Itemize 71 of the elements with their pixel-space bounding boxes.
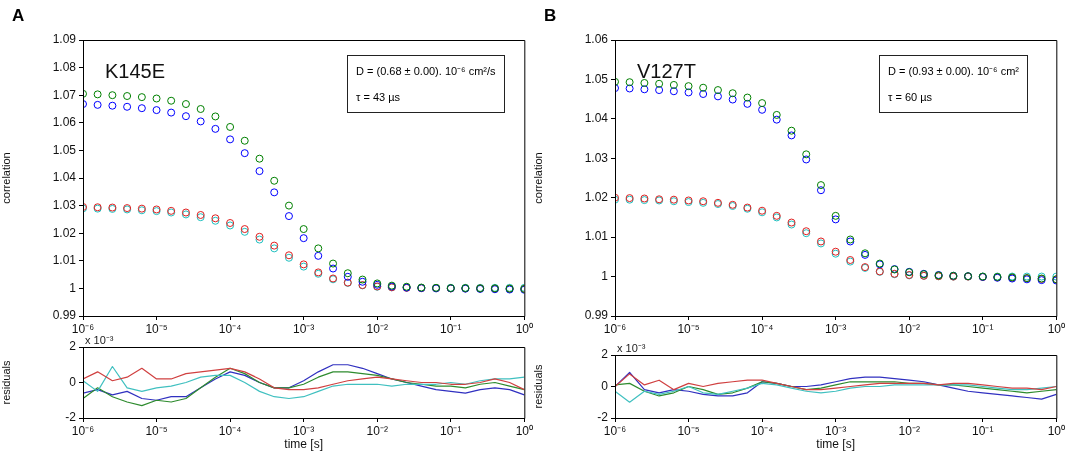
text-frame: D = (0.93 ± 0.00). 10⁻⁶ cm² τ = 60 µs bbox=[879, 55, 1029, 113]
y-tick-label: 1.02 bbox=[584, 190, 609, 205]
x-tick-label: 10⁻⁵ bbox=[677, 423, 700, 438]
y-tick-label: 1.05 bbox=[584, 71, 609, 86]
annotation: D = (0.68 ± 0.00). 10⁻⁶ cm²/s bbox=[356, 64, 496, 78]
y-tick-label: 0.99 bbox=[584, 308, 609, 323]
y-tick-label: 1 bbox=[69, 280, 77, 295]
y-tick-label: 1.05 bbox=[52, 142, 77, 157]
text: B bbox=[544, 6, 557, 26]
y-tick-label: 1.01 bbox=[52, 253, 77, 268]
x-tick-label: 10⁻⁵ bbox=[145, 321, 168, 336]
x-tick-label: 10⁻⁶ bbox=[71, 423, 95, 438]
x-tick-label: 10⁻⁶ bbox=[603, 423, 627, 438]
y-tick-label: 2 bbox=[601, 347, 609, 362]
x-tick-label: 10⁻³ bbox=[292, 423, 315, 438]
x-tick-label: 10⁻⁴ bbox=[750, 423, 774, 438]
y-tick-label: 1.09 bbox=[52, 32, 77, 47]
text-frame: D = (0.68 ± 0.00). 10⁻⁶ cm²/s τ = 43 µs bbox=[347, 55, 505, 113]
annotation: τ = 60 µs bbox=[888, 90, 933, 104]
y-tick-label: 1.08 bbox=[52, 59, 77, 74]
y-tick-label: 1.06 bbox=[52, 115, 77, 130]
x-tick-label: 10⁻¹ bbox=[972, 423, 994, 438]
x-axis-title: time [s] bbox=[284, 437, 323, 452]
x-tick-label: 10⁻² bbox=[366, 321, 388, 336]
y-tick-label: 1.02 bbox=[52, 225, 77, 240]
y-tick-label: 1.07 bbox=[52, 87, 77, 102]
y-tick-label: 0.99 bbox=[52, 308, 77, 323]
y-tick-label: 0 bbox=[69, 374, 77, 389]
x-tick-label: 10⁻⁴ bbox=[218, 321, 242, 336]
y-axis-title: residuals bbox=[531, 363, 544, 409]
x-tick-label: 10⁻⁴ bbox=[750, 321, 774, 336]
x-tick-label: 10⁻⁵ bbox=[677, 321, 700, 336]
y-axis-title: correlation bbox=[531, 152, 544, 204]
x-tick-label: 10⁻² bbox=[898, 423, 920, 438]
x-tick-label: 10⁻⁴ bbox=[218, 423, 242, 438]
y-tick-label: 1.04 bbox=[52, 170, 77, 185]
text: x 10⁻³ bbox=[85, 333, 114, 347]
y-axis-title: residuals bbox=[0, 359, 12, 405]
x-tick-label: 10⁻³ bbox=[824, 423, 847, 438]
y-tick-label: 0 bbox=[601, 378, 609, 393]
x-tick-label: 10⁻¹ bbox=[440, 321, 462, 336]
x-tick-label: 10⁻⁶ bbox=[603, 321, 627, 336]
y-tick-label: 1 bbox=[601, 268, 609, 283]
text: V127T bbox=[637, 60, 696, 83]
x-tick-label: 10⁻³ bbox=[292, 321, 315, 336]
x-tick-label: 10⁻⁵ bbox=[145, 423, 168, 438]
y-tick-label: -2 bbox=[65, 410, 77, 425]
text: x 10⁻³ bbox=[617, 341, 646, 355]
y-tick-label: 2 bbox=[69, 339, 77, 354]
x-tick-label: 10⁰ bbox=[515, 423, 534, 438]
annotation: τ = 43 µs bbox=[356, 90, 401, 104]
y-tick-label: 1.04 bbox=[584, 111, 609, 126]
y-axis-title: correlation bbox=[0, 152, 12, 204]
y-tick-label: 1.06 bbox=[584, 32, 609, 47]
x-tick-label: 10⁻¹ bbox=[440, 423, 462, 438]
text: K145E bbox=[105, 60, 166, 83]
text: A bbox=[12, 6, 25, 26]
x-axis-title: time [s] bbox=[816, 437, 855, 452]
x-tick-label: 10⁰ bbox=[515, 321, 534, 336]
x-tick-label: 10⁻¹ bbox=[972, 321, 994, 336]
x-tick-label: 10⁻⁶ bbox=[71, 321, 95, 336]
x-tick-label: 10⁻² bbox=[898, 321, 920, 336]
y-tick-label: 1.03 bbox=[52, 197, 77, 212]
x-tick-label: 10⁻³ bbox=[824, 321, 847, 336]
y-tick-label: 1.01 bbox=[584, 229, 609, 244]
x-tick-label: 10⁰ bbox=[1047, 321, 1066, 336]
x-tick-label: 10⁻² bbox=[366, 423, 388, 438]
annotation: D = (0.93 ± 0.00). 10⁻⁶ cm² bbox=[888, 64, 1020, 78]
x-tick-label: 10⁰ bbox=[1047, 423, 1066, 438]
y-tick-label: -2 bbox=[597, 410, 609, 425]
y-tick-label: 1.03 bbox=[584, 150, 609, 165]
